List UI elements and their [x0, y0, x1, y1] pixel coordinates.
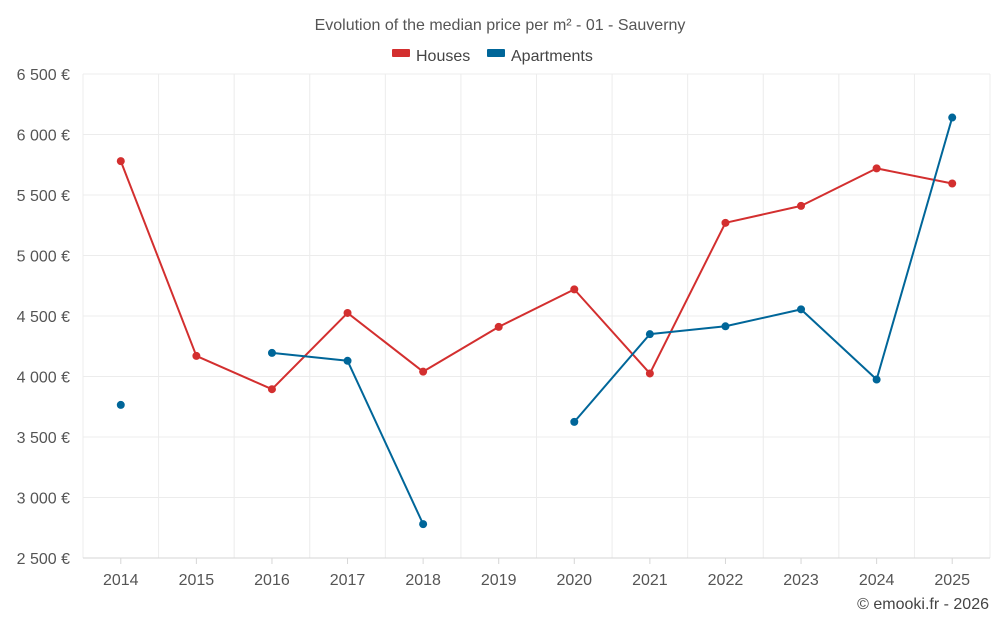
legend-item-houses[interactable]: Houses	[392, 48, 470, 65]
x-tick-label: 2016	[254, 572, 290, 589]
data-point-apartments[interactable]	[570, 417, 579, 426]
y-tick-label: 4 500 €	[17, 309, 70, 326]
credit-text: © emooki.fr - 2026	[857, 596, 989, 613]
x-axis: 2014 2015 2016 2017 2018 2019 2020 2021 2022 2023…	[83, 557, 990, 589]
series-line-apartments	[573, 117, 954, 423]
data-point-houses[interactable]	[343, 308, 352, 317]
data-point-houses[interactable]	[645, 369, 654, 378]
data-point-apartments[interactable]	[797, 305, 806, 314]
gridlines	[82, 73, 991, 559]
data-point-houses[interactable]	[721, 218, 730, 227]
y-tick-label: 5 000 €	[17, 249, 70, 266]
x-tick-label: 2022	[708, 572, 744, 589]
x-tick-label: 2015	[179, 572, 215, 589]
data-point-apartments[interactable]	[116, 400, 125, 409]
y-tick-label: 3 500 €	[17, 430, 70, 447]
x-tick-label: 2018	[405, 572, 441, 589]
legend-item-apartments[interactable]: Apartments	[487, 48, 593, 65]
legend-label-apartments: Apartments	[511, 48, 593, 65]
data-point-houses[interactable]	[494, 322, 503, 331]
data-point-houses[interactable]	[116, 157, 125, 166]
data-point-apartments[interactable]	[645, 330, 654, 339]
x-tick-label: 2017	[330, 572, 366, 589]
data-point-houses[interactable]	[948, 179, 957, 188]
data-point-houses[interactable]	[797, 201, 806, 210]
data-point-houses[interactable]	[419, 367, 428, 376]
data-point-houses[interactable]	[267, 385, 276, 394]
x-tick-label: 2023	[783, 572, 819, 589]
data-point-apartments[interactable]	[343, 356, 352, 365]
series-layer	[116, 113, 957, 529]
x-tick-label: 2020	[556, 572, 592, 589]
series-houses	[116, 157, 957, 394]
y-tick-label: 2 500 €	[17, 551, 70, 568]
legend-label-houses: Houses	[416, 48, 470, 65]
y-tick-label: 3 000 €	[17, 491, 70, 508]
y-tick-label: 4 000 €	[17, 370, 70, 387]
data-point-houses[interactable]	[192, 351, 201, 360]
x-tick-label: 2025	[934, 572, 970, 589]
data-point-apartments[interactable]	[267, 348, 276, 357]
series-line-houses	[119, 160, 953, 391]
y-tick-label: 6 000 €	[17, 128, 70, 145]
series-line-apartments	[271, 351, 425, 525]
data-point-apartments[interactable]	[948, 113, 957, 122]
data-point-houses[interactable]	[872, 164, 881, 173]
series-apartments	[116, 113, 957, 529]
data-point-houses[interactable]	[570, 285, 579, 294]
x-tick-label: 2021	[632, 572, 668, 589]
y-tick-label: 6 500 €	[17, 67, 70, 84]
legend-swatch-apartments	[487, 49, 505, 57]
data-point-apartments[interactable]	[872, 375, 881, 384]
data-point-apartments[interactable]	[721, 322, 730, 331]
x-tick-label: 2024	[859, 572, 895, 589]
x-tick-label: 2014	[103, 572, 139, 589]
chart-title: Evolution of the median price per m² - 0…	[315, 17, 686, 34]
y-axis: 2 500 € 3 000 € 3 500 € 4 000 € 4 500 € 5 000…	[17, 67, 70, 568]
legend: Houses Apartments	[392, 48, 593, 65]
y-tick-label: 5 500 €	[17, 188, 70, 205]
x-tick-label: 2019	[481, 572, 517, 589]
data-point-apartments[interactable]	[419, 520, 428, 529]
legend-swatch-houses	[392, 49, 410, 57]
